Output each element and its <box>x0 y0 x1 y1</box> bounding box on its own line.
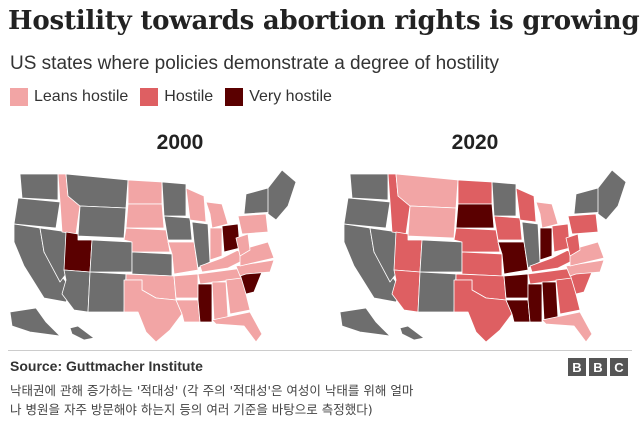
state-al-2000 <box>211 281 229 321</box>
bbc-logo-letter: B <box>589 358 607 376</box>
state-nm-2000 <box>87 271 127 313</box>
state-sd-2020 <box>455 203 495 229</box>
divider <box>8 350 632 351</box>
state-wv-2000 <box>235 233 251 257</box>
state-wa-2020 <box>349 173 389 201</box>
state-co-2020 <box>419 239 463 273</box>
state-ms-2020 <box>527 283 543 323</box>
state-al-2020 <box>541 281 559 321</box>
state-wv-2020 <box>565 233 581 257</box>
state-wy-2020 <box>407 205 457 239</box>
state-mo-2000 <box>167 241 199 275</box>
state-nc-2000 <box>235 259 275 277</box>
state-nd-2000 <box>127 179 163 205</box>
state-ut-2000 <box>63 231 93 273</box>
state-mn-2000 <box>161 181 187 217</box>
state-ar-2020 <box>503 273 529 299</box>
state-mo-2020 <box>497 241 529 275</box>
state-fl-2020 <box>541 311 593 343</box>
state-ak-2020 <box>339 307 391 337</box>
state-mi-2020 <box>535 201 559 229</box>
state-nm-2020 <box>417 271 457 313</box>
us-map-2020 <box>339 169 627 343</box>
state-la-2020 <box>505 299 531 323</box>
legend-item-very-hostile: Very hostile <box>225 88 332 106</box>
state-wi-2000 <box>185 187 207 223</box>
map-year-2020: 2020 <box>451 131 499 154</box>
state-ak-2000 <box>9 307 61 337</box>
state-ms-2000 <box>197 283 213 323</box>
state-nd-2020 <box>457 179 493 205</box>
state-ar-2000 <box>173 273 199 299</box>
state-wy-2000 <box>77 205 127 239</box>
state-la-2000 <box>175 299 201 323</box>
legend: Leans hostile Hostile Very hostile <box>10 88 332 106</box>
chart-title: Hostility towards abortion rights is gro… <box>8 6 640 36</box>
caption-line: 낙태권에 관해 증가하는 '적대성' (각 주의 '적대성'은 여성이 낙태를 … <box>10 383 414 398</box>
state-in-2000 <box>209 227 223 261</box>
bbc-logo-letter: B <box>568 358 586 376</box>
state-ne_region-2000 <box>267 169 297 221</box>
state-ne_region-2020 <box>597 169 627 221</box>
state-wa-2000 <box>19 173 59 201</box>
state-ut-2020 <box>393 231 423 273</box>
state-tx-2020 <box>453 279 513 343</box>
chart-subtitle: US states where policies demonstrate a d… <box>10 53 499 74</box>
legend-label-hostile: Hostile <box>164 88 214 105</box>
caption-line: 나 병원을 자주 방문해야 하는지 등의 여러 기준을 바탕으로 측정했다) <box>10 402 373 417</box>
legend-label-very-hostile: Very hostile <box>249 88 332 105</box>
legend-swatch-leans-hostile <box>10 88 28 106</box>
caption: 낙태권에 관해 증가하는 '적대성' (각 주의 '적대성'은 여성이 낙태를 … <box>0 378 640 432</box>
state-az-2020 <box>391 269 421 313</box>
state-hi-2000 <box>69 325 95 341</box>
bbc-logo-letter: C <box>610 358 628 376</box>
legend-item-leans-hostile: Leans hostile <box>10 88 128 106</box>
legend-swatch-very-hostile <box>225 88 244 106</box>
legend-item-hostile: Hostile <box>140 88 213 106</box>
state-ks-2000 <box>131 251 173 277</box>
state-wi-2020 <box>515 187 537 223</box>
state-hi-2020 <box>399 325 425 341</box>
state-sd-2000 <box>125 203 165 229</box>
state-ia-2000 <box>163 215 193 241</box>
state-ia-2020 <box>493 215 523 241</box>
state-pa-2000 <box>237 213 269 235</box>
state-or-2000 <box>13 197 61 229</box>
state-mn-2020 <box>491 181 517 217</box>
state-in-2020 <box>539 227 553 261</box>
us-map-2000 <box>9 169 297 343</box>
state-ks-2020 <box>461 251 503 277</box>
state-tx-2000 <box>123 279 183 343</box>
state-or-2020 <box>343 197 391 229</box>
legend-label-leans-hostile: Leans hostile <box>34 88 129 105</box>
map-year-2000: 2000 <box>156 131 204 154</box>
bbc-logo: B B C <box>568 358 628 376</box>
legend-swatch-hostile <box>140 88 159 106</box>
state-az-2000 <box>61 269 91 313</box>
state-nc-2020 <box>565 259 605 277</box>
state-co-2000 <box>89 239 133 273</box>
state-mi-2000 <box>205 201 229 229</box>
state-fl-2000 <box>211 311 263 343</box>
state-pa-2020 <box>567 213 599 235</box>
source-note: Source: Guttmacher Institute <box>10 358 203 374</box>
